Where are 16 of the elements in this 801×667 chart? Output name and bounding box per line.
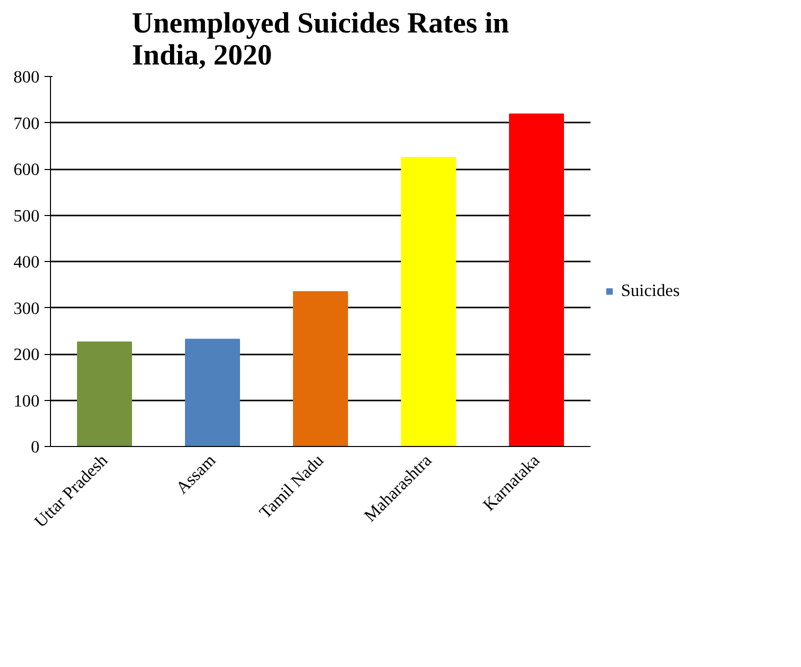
- bar: [509, 113, 564, 446]
- bar: [293, 291, 348, 446]
- y-tick-label: 100: [14, 391, 40, 410]
- y-tick-label: 700: [14, 114, 40, 133]
- bar: [77, 341, 132, 446]
- y-tick-label: 0: [30, 438, 40, 456]
- y-tick-label: 400: [14, 252, 40, 272]
- bar: [401, 156, 456, 446]
- y-tick-label: 300: [14, 298, 40, 318]
- legend-label: Suicides: [621, 281, 680, 301]
- y-tick-label: 600: [14, 160, 40, 179]
- chart-title: Unemployed Suicides Rates in India, 2020: [132, 8, 510, 72]
- y-tick-label: 200: [14, 345, 40, 364]
- y-tick-label: 500: [14, 206, 40, 226]
- y-tick-label: 800: [14, 68, 40, 86]
- bar: [185, 338, 240, 446]
